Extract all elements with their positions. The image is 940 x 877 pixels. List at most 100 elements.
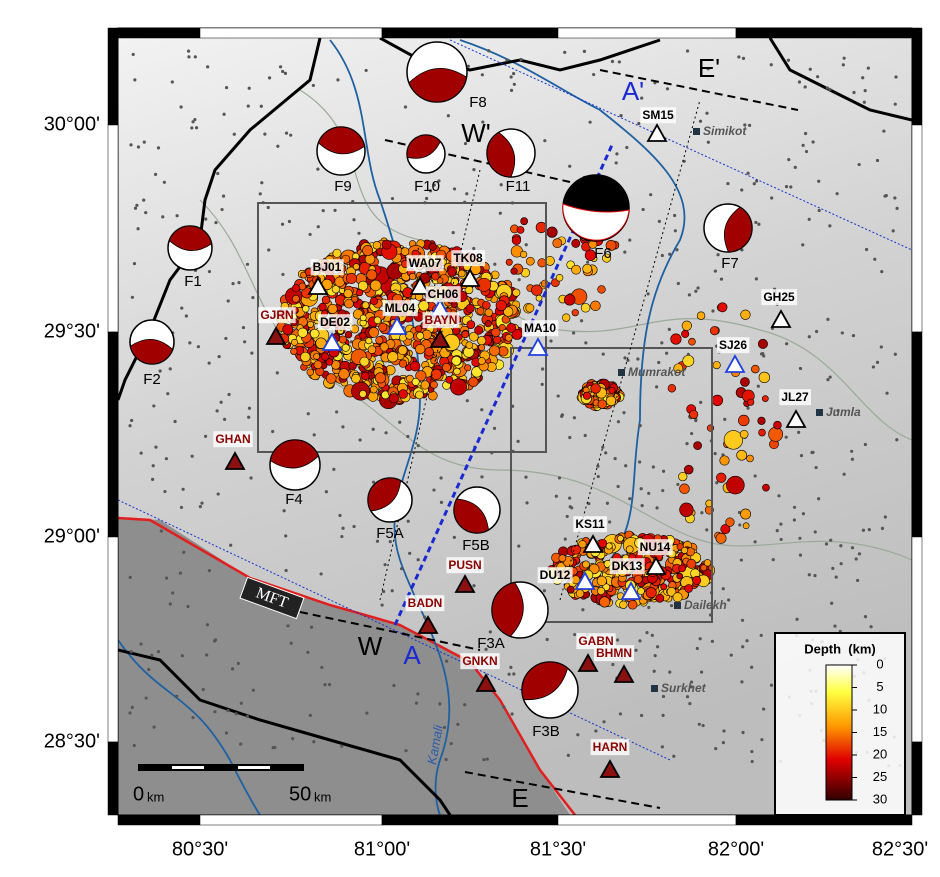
- background-event: [676, 281, 680, 286]
- background-event: [316, 225, 320, 229]
- station: [475, 673, 497, 692]
- frame-band: [735, 814, 913, 826]
- event: [282, 324, 294, 335]
- event: [758, 371, 771, 384]
- background-event: [445, 659, 449, 663]
- map-area: SM15 BJ01 WA07 TK08 CH06 ML04 DE02 MA10 SJ26 GH25…: [118, 38, 912, 815]
- event: [373, 316, 382, 324]
- background-event: [777, 494, 781, 498]
- background-event: [738, 523, 742, 527]
- event: [351, 295, 359, 303]
- event: [678, 472, 688, 482]
- background-event: [524, 243, 528, 247]
- event: [325, 358, 334, 366]
- event: [300, 351, 311, 363]
- background-event: [706, 140, 710, 144]
- background-event: [485, 757, 489, 761]
- colorbar-tick-label: 30: [873, 791, 887, 806]
- background-event: [672, 754, 676, 758]
- background-event: [444, 757, 448, 762]
- background-event: [638, 424, 642, 428]
- station-label: GABN: [578, 634, 613, 648]
- colorbar-tick-label: 25: [873, 769, 887, 784]
- background-event: [190, 126, 194, 130]
- background-event: [428, 189, 433, 193]
- station: [321, 332, 343, 351]
- background-event: [375, 539, 380, 543]
- background-event: [542, 589, 547, 593]
- background-event: [750, 665, 754, 669]
- background-event: [139, 451, 143, 455]
- event: [584, 249, 597, 261]
- event-label: F2: [143, 371, 161, 388]
- background-event: [147, 667, 151, 672]
- event: [605, 240, 617, 251]
- background-event: [795, 617, 799, 621]
- station-label: KS11: [575, 517, 605, 531]
- event: [608, 386, 616, 394]
- colorbar: [825, 664, 853, 801]
- event: [366, 269, 378, 281]
- frame-band: [199, 27, 383, 39]
- background-event: [769, 63, 773, 67]
- background-event: [224, 85, 229, 90]
- background-event: [278, 65, 283, 69]
- background-event: [757, 222, 761, 226]
- background-event: [566, 753, 570, 757]
- frame-band: [911, 741, 923, 816]
- event: [757, 338, 768, 349]
- station: [417, 615, 439, 634]
- event: [761, 395, 769, 402]
- station-label-bg: [451, 250, 485, 267]
- lon-tick-label: 82°00': [708, 838, 764, 860]
- background-event: [390, 589, 394, 593]
- background-event: [565, 514, 569, 519]
- event: [590, 300, 601, 312]
- background-event: [817, 208, 821, 213]
- background-event: [719, 277, 724, 281]
- station-label: BHMN: [596, 646, 632, 660]
- background-event: [676, 482, 680, 487]
- background-event: [139, 642, 143, 646]
- background-event: [381, 589, 386, 594]
- event: [365, 337, 373, 345]
- background-event: [282, 509, 286, 513]
- event: [372, 241, 382, 250]
- frame-band: [557, 814, 737, 826]
- background-event: [432, 488, 436, 492]
- background-event: [243, 340, 247, 344]
- event: [415, 343, 426, 355]
- event: [367, 345, 377, 354]
- background-event: [465, 192, 469, 196]
- background-event: [247, 406, 252, 410]
- background-event: [554, 494, 558, 498]
- frame-band: [107, 27, 119, 126]
- background-event: [660, 253, 664, 258]
- background-event: [657, 360, 661, 365]
- event: [352, 263, 360, 271]
- background-event: [216, 171, 220, 176]
- event: [679, 502, 694, 517]
- background-event: [502, 705, 506, 709]
- background-event: [480, 408, 484, 412]
- background-event: [164, 457, 169, 461]
- background-event: [156, 649, 161, 654]
- background-event: [760, 738, 764, 742]
- background-event: [655, 645, 660, 649]
- background-event: [754, 277, 758, 281]
- event: [343, 288, 353, 299]
- event: [751, 364, 760, 374]
- colorbar-ticks: 0 5 10 15 20 25 30: [852, 656, 887, 806]
- event: [492, 335, 502, 344]
- background-event: [131, 52, 135, 57]
- background-event: [517, 544, 521, 548]
- station: [785, 409, 807, 428]
- background-event: [784, 185, 789, 189]
- station-label-bg: [637, 539, 673, 556]
- station: [386, 316, 408, 335]
- background-event: [727, 598, 731, 602]
- background-event: [582, 49, 587, 53]
- background-event: [669, 603, 674, 608]
- station-label: BJ01: [313, 260, 342, 274]
- background-event: [880, 526, 885, 530]
